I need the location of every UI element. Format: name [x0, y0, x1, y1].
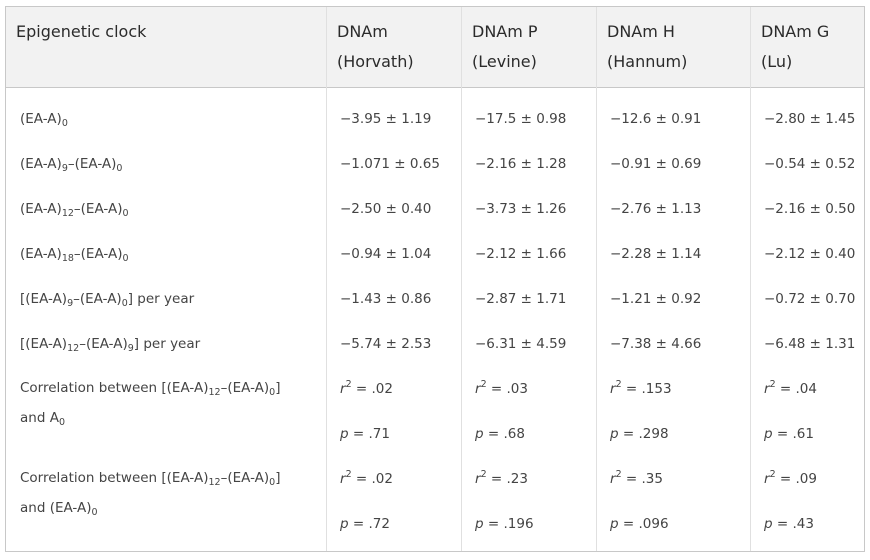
row-label: [(EA-A)12–(EA-A)9] per year [20, 336, 201, 354]
p-value-cell: p = .43 [764, 516, 814, 532]
table-header: Epigenetic clock DNAm (Horvath) DNAm P (… [6, 7, 864, 88]
value-cell: −6.31 ± 4.59 [475, 336, 567, 352]
value-cell: −12.6 ± 0.91 [610, 111, 702, 127]
r-squared-cell: r2 = .153 [610, 379, 672, 397]
p-value-cell: p = .71 [340, 426, 390, 442]
header-levine-line1: DNAm P [472, 22, 538, 41]
r-squared-cell: r2 = .04 [764, 379, 817, 397]
p-value-cell: p = .72 [340, 516, 390, 532]
value-cell: −2.50 ± 0.40 [340, 201, 432, 217]
value-cell: −6.48 ± 1.31 [764, 336, 856, 352]
header-epigenetic-clock: Epigenetic clock [16, 7, 316, 87]
column-divider [326, 7, 327, 551]
value-cell: −2.87 ± 1.71 [475, 291, 567, 307]
row-label: (EA-A)12–(EA-A)0 [20, 201, 129, 219]
r-squared-cell: r2 = .23 [475, 469, 528, 487]
value-cell: −17.5 ± 0.98 [475, 111, 567, 127]
row-label: (EA-A)18–(EA-A)0 [20, 246, 129, 264]
header-horvath-line1: DNAm [337, 22, 388, 41]
header-hannum-line2: (Hannum) [607, 52, 688, 71]
value-cell: −1.071 ± 0.65 [340, 156, 440, 172]
value-cell: −0.91 ± 0.69 [610, 156, 702, 172]
results-table: Epigenetic clock DNAm (Horvath) DNAm P (… [5, 6, 865, 552]
p-value-cell: p = .61 [764, 426, 814, 442]
column-divider [750, 7, 751, 551]
row-label: (EA-A)0 [20, 111, 68, 129]
p-value-cell: p = .096 [610, 516, 669, 532]
value-cell: −0.54 ± 0.52 [764, 156, 856, 172]
value-cell: −5.74 ± 2.53 [340, 336, 432, 352]
header-hannum: DNAm H (Hannum) [607, 7, 747, 87]
value-cell: −0.72 ± 0.70 [764, 291, 856, 307]
header-lu-line2: (Lu) [761, 52, 793, 71]
r-squared-cell: r2 = .02 [340, 469, 393, 487]
row-label: (EA-A)9–(EA-A)0 [20, 156, 123, 174]
value-cell: −1.43 ± 0.86 [340, 291, 432, 307]
value-cell: −2.12 ± 1.66 [475, 246, 567, 262]
r-squared-cell: r2 = .03 [475, 379, 528, 397]
header-levine: DNAm P (Levine) [472, 7, 602, 87]
r-squared-cell: r2 = .09 [764, 469, 817, 487]
value-cell: −2.16 ± 0.50 [764, 201, 856, 217]
value-cell: −2.80 ± 1.45 [764, 111, 856, 127]
header-lu-line1: DNAm G [761, 22, 830, 41]
r-squared-cell: r2 = .02 [340, 379, 393, 397]
correlation-label: Correlation between [(EA-A)12–(EA-A)0] a… [20, 470, 281, 518]
header-lu: DNAm G (Lu) [761, 7, 861, 87]
p-value-cell: p = .298 [610, 426, 669, 442]
value-cell: −2.28 ± 1.14 [610, 246, 702, 262]
value-cell: −3.73 ± 1.26 [475, 201, 567, 217]
correlation-label: Correlation between [(EA-A)12–(EA-A)0] a… [20, 380, 281, 428]
header-label: Epigenetic clock [16, 22, 147, 41]
row-label: [(EA-A)9–(EA-A)0] per year [20, 291, 195, 309]
header-horvath-line2: (Horvath) [337, 52, 414, 71]
value-cell: −0.94 ± 1.04 [340, 246, 432, 262]
column-divider [461, 7, 462, 551]
header-horvath: DNAm (Horvath) [337, 7, 467, 87]
header-hannum-line1: DNAm H [607, 22, 675, 41]
value-cell: −3.95 ± 1.19 [340, 111, 432, 127]
value-cell: −2.12 ± 0.40 [764, 246, 856, 262]
r-squared-cell: r2 = .35 [610, 469, 663, 487]
value-cell: −1.21 ± 0.92 [610, 291, 702, 307]
column-divider [596, 7, 597, 551]
value-cell: −2.76 ± 1.13 [610, 201, 702, 217]
p-value-cell: p = .196 [475, 516, 534, 532]
value-cell: −7.38 ± 4.66 [610, 336, 702, 352]
value-cell: −2.16 ± 1.28 [475, 156, 567, 172]
p-value-cell: p = .68 [475, 426, 525, 442]
header-levine-line2: (Levine) [472, 52, 537, 71]
